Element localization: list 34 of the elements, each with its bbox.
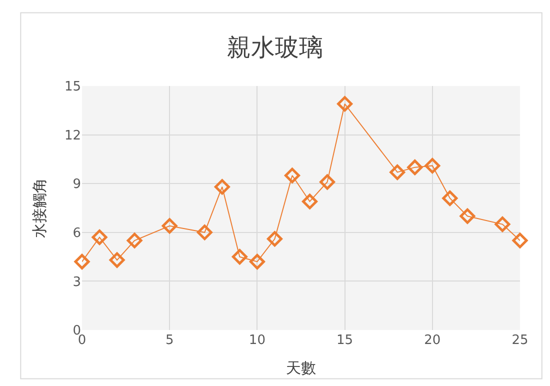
- point: [162, 218, 178, 234]
- x-tick-label: 25: [512, 333, 528, 348]
- x-tick-label: 20: [424, 333, 441, 348]
- point: [214, 179, 230, 195]
- point: [109, 252, 125, 268]
- point: [460, 208, 476, 224]
- point: [232, 249, 248, 265]
- y-tick-label: 12: [64, 128, 81, 144]
- y-axis-title: 水接觸角: [30, 178, 49, 238]
- chart-title: 親水玻璃: [227, 33, 323, 62]
- y-tick-label: 9: [72, 177, 81, 192]
- point: [196, 224, 212, 240]
- point: [126, 232, 142, 248]
- point: [74, 254, 90, 270]
- point: [302, 194, 318, 210]
- point: [442, 190, 458, 206]
- point: [407, 160, 423, 176]
- x-tick-label: 10: [248, 333, 266, 348]
- point: [249, 254, 265, 270]
- point: [337, 96, 353, 112]
- point: [320, 174, 336, 190]
- x-axis-title: 天數: [286, 359, 316, 377]
- point: [512, 232, 528, 248]
- x-tick-label: 15: [336, 333, 354, 348]
- y-tick-label: 6: [72, 226, 81, 241]
- point: [390, 164, 406, 180]
- y-tick-label: 15: [64, 80, 81, 95]
- point: [266, 231, 282, 247]
- point: [494, 216, 510, 232]
- point: [424, 158, 440, 174]
- point: [284, 168, 300, 184]
- point: [92, 230, 108, 246]
- y-tick-label: 3: [72, 274, 81, 290]
- x-tick-label: 5: [165, 333, 174, 348]
